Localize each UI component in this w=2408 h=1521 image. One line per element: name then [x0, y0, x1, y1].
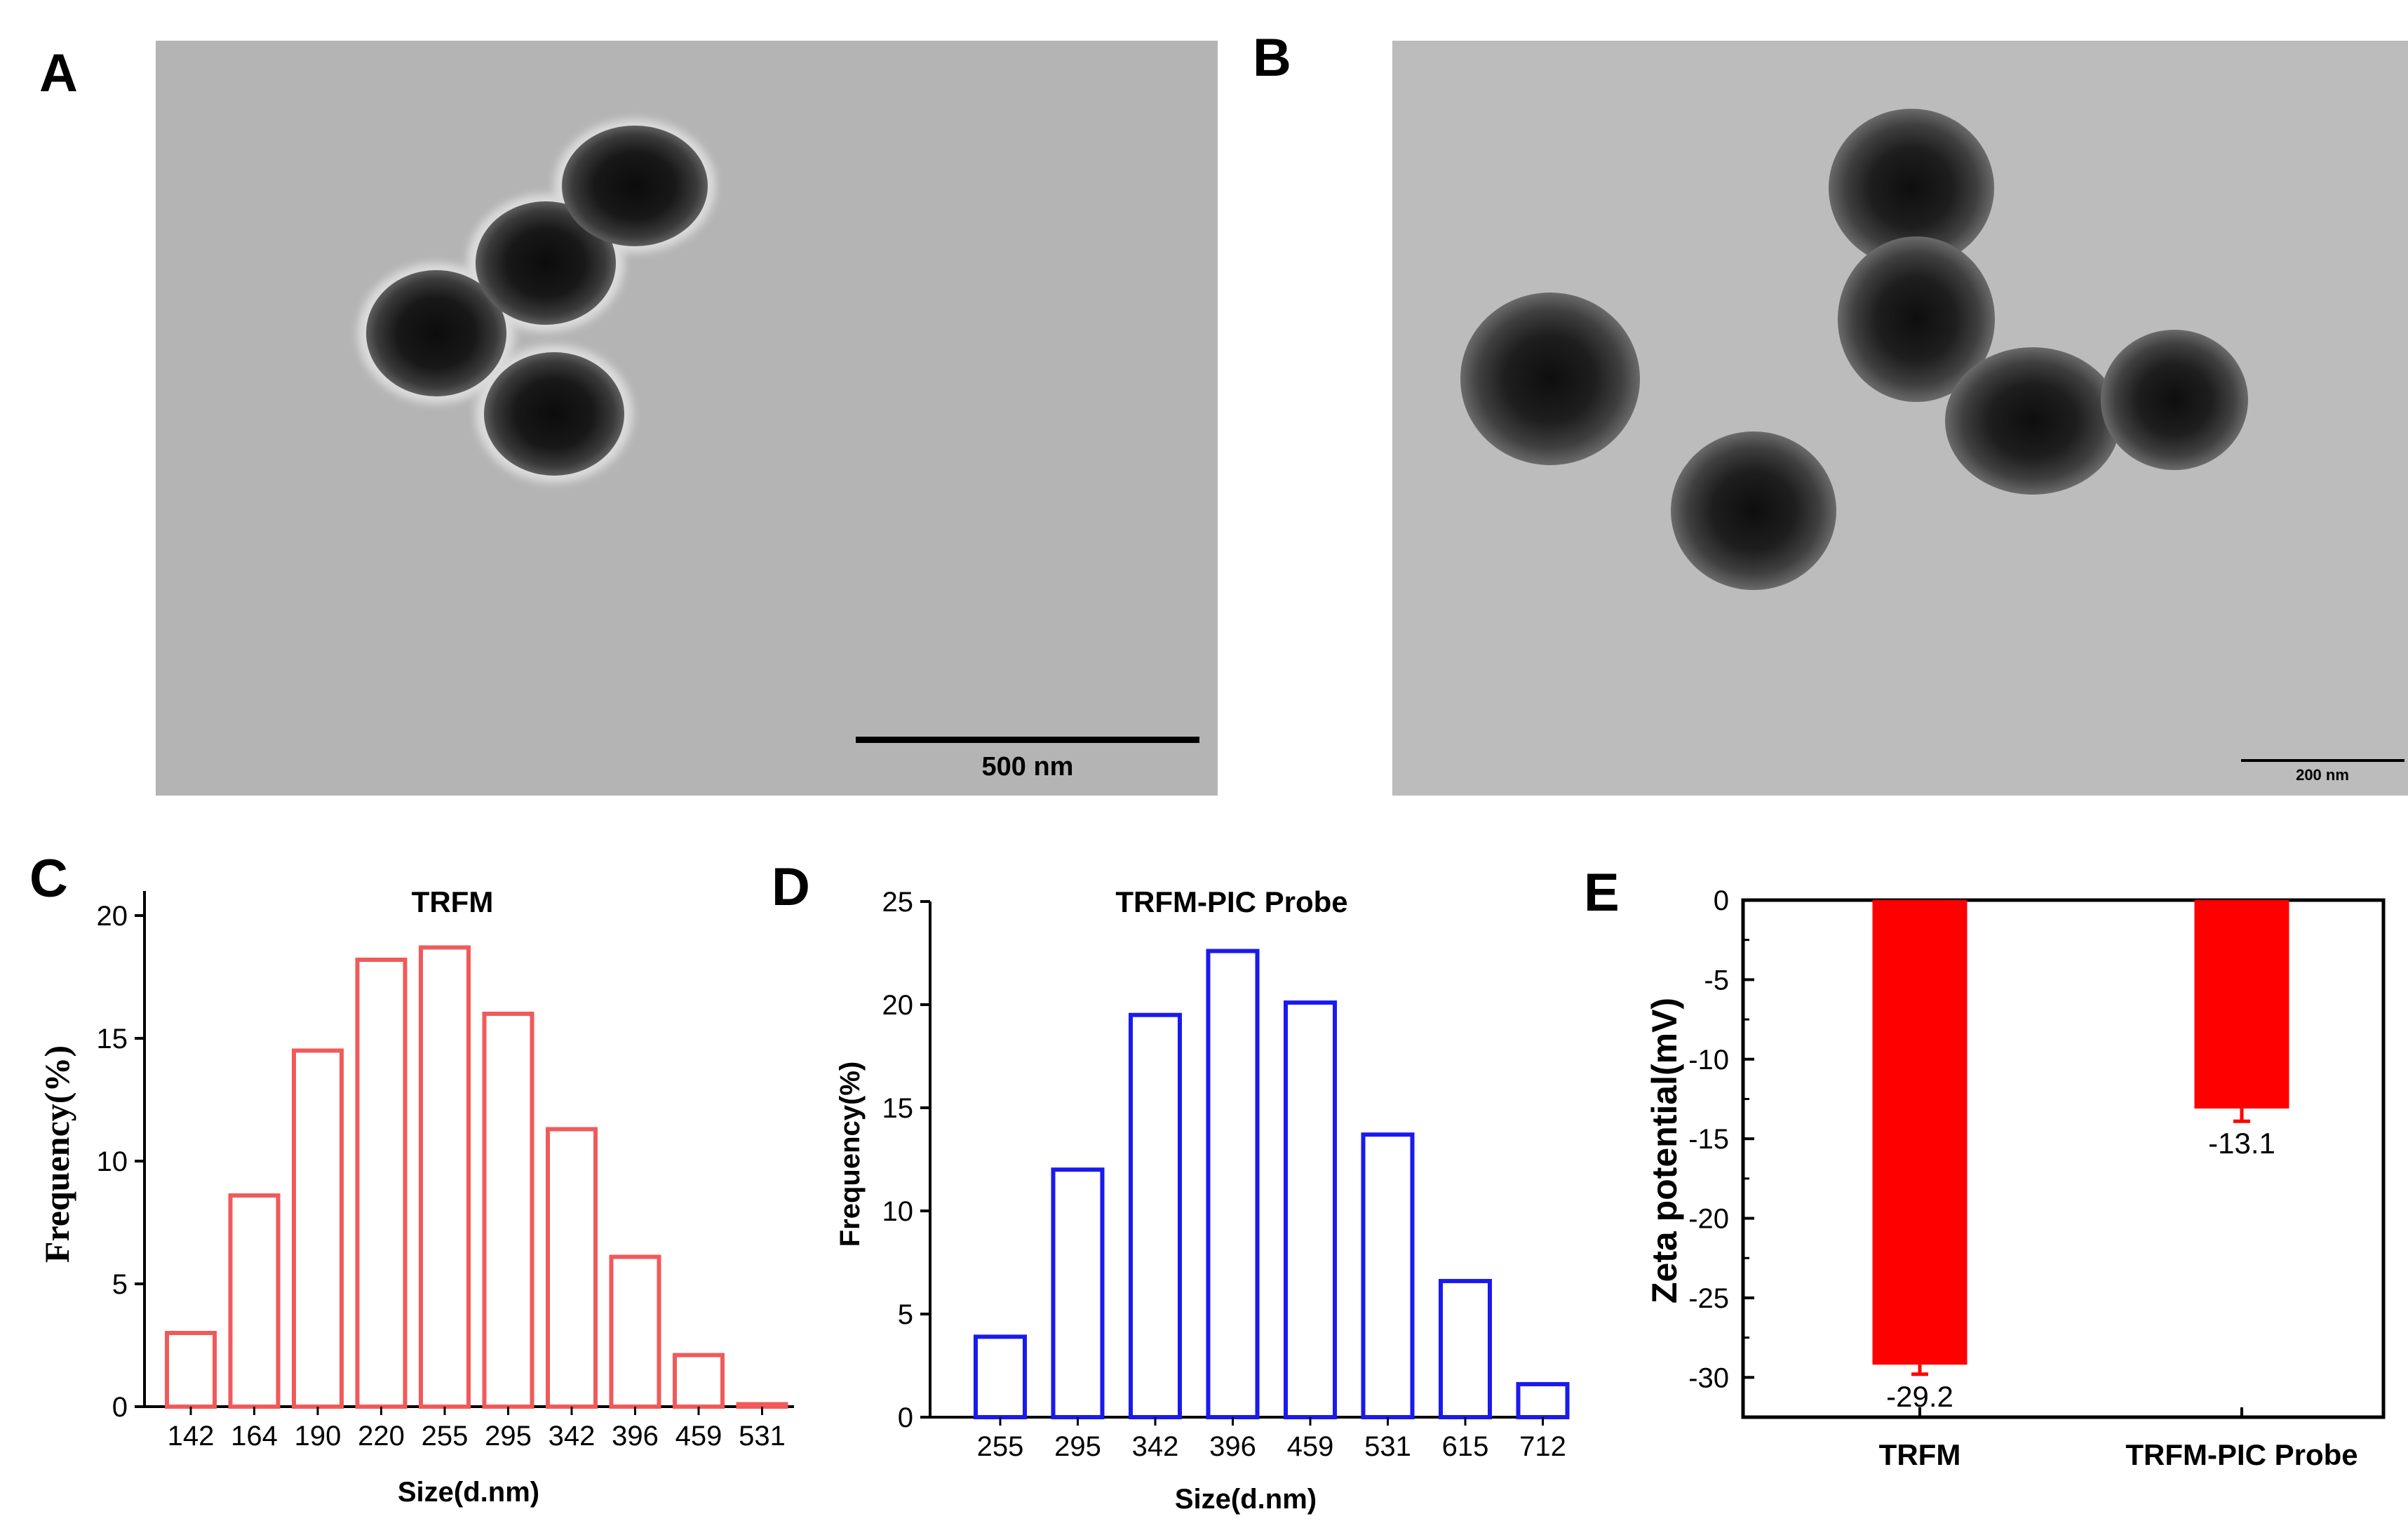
chart-d-x-tick-label: 255: [977, 1431, 1024, 1462]
chart-c-x-tick-label: 142: [168, 1421, 215, 1452]
chart-c-title: TRFM: [412, 885, 494, 918]
chart-d-y-tick-label: 5: [898, 1299, 913, 1330]
chart-e-x-tick-label: TRFM: [1879, 1438, 1961, 1471]
chart-e-frame: [1741, 898, 2386, 1419]
chart-c-x-tick-label: 295: [485, 1421, 532, 1452]
chart-e-data-label: -29.2: [1886, 1380, 1953, 1413]
chart-d-y-tick-label: 0: [898, 1402, 913, 1433]
chart-c-bar: [736, 1402, 788, 1409]
chart-d-x-tick-label: 295: [1054, 1431, 1101, 1462]
chart-d-bar: [1284, 1000, 1337, 1420]
chart-c-size-distribution: TRFM Size(d.nm) Frequency(%) 0 5 10 15 20 142…: [37, 885, 794, 1508]
chart-c-bar: [482, 1012, 534, 1409]
chart-c-x-tick-label: 459: [675, 1421, 722, 1452]
chart-c-x-tick-label: 531: [739, 1421, 786, 1452]
chart-e-ylabel: Zeta potential(mV): [1645, 998, 1684, 1304]
panel-label-a: A: [39, 43, 78, 103]
chart-c-bar: [673, 1353, 725, 1409]
chart-e-y-tick-label: -15: [1688, 1124, 1729, 1155]
chart-d-bar: [1129, 1012, 1182, 1419]
scale-bar-b: 200 nm: [2241, 759, 2404, 784]
chart-e-zeta-potential: Zeta potential(mV) 0 -5 -10 -15 -20 -25 -30 -29…: [1645, 885, 2386, 1471]
scale-bar-b-label: 200 nm: [2296, 766, 2349, 784]
chart-c-x-tick-label: 342: [549, 1421, 596, 1452]
chart-c-bar: [292, 1048, 344, 1409]
chart-c-y-tick-label: 20: [97, 901, 128, 932]
chart-e-y-tick-label: -5: [1704, 965, 1729, 996]
chart-d-x-tick-label: 712: [1519, 1431, 1566, 1462]
chart-e-y-tick-label: -10: [1688, 1045, 1729, 1076]
chart-d-y-tick-label: 10: [882, 1196, 914, 1227]
chart-d-y-tick-label: 20: [882, 990, 914, 1021]
chart-c-bar: [419, 945, 471, 1409]
chart-d-size-distribution: TRFM-PIC Probe Size(d.nm) Frequency(%) 0…: [835, 885, 1570, 1515]
tem-image-b: 200 nm: [1392, 41, 2408, 796]
chart-c-x-tick-label: 396: [612, 1421, 659, 1452]
panel-label-b: B: [1253, 28, 1291, 88]
chart-e-bar: [1872, 900, 1968, 1365]
scale-bar-a-label: 500 nm: [982, 752, 1074, 782]
tem-image-a: 500 nm: [156, 41, 1218, 796]
chart-d-x-tick-label: 531: [1364, 1431, 1411, 1462]
chart-d-bar: [1361, 1132, 1415, 1419]
chart-d-xlabel: Size(d.nm): [1175, 1484, 1317, 1515]
nanoparticle-cluster-b: [1460, 109, 2248, 590]
chart-d-bar: [974, 1334, 1027, 1419]
chart-e-y-tick-label: 0: [1714, 885, 1729, 916]
chart-c-xlabel: Size(d.nm): [398, 1477, 539, 1508]
chart-d-x-tick-label: 342: [1132, 1431, 1179, 1462]
chart-d-x-tick-label: 396: [1209, 1431, 1256, 1462]
chart-d-bar: [1206, 949, 1260, 1420]
chart-c-ylabel: Frequency(%): [37, 1045, 76, 1263]
chart-c-x-tick-label: 255: [422, 1421, 469, 1452]
chart-c-x-tick-label: 190: [295, 1421, 342, 1452]
chart-d-y-tick-label: 25: [882, 887, 914, 918]
chart-d-bar: [1516, 1381, 1570, 1419]
chart-e-y-tick-label: -30: [1688, 1362, 1729, 1393]
chart-d-bar: [1051, 1167, 1105, 1419]
nanoparticle-cluster-a: [358, 119, 715, 483]
chart-e-bar: [2194, 900, 2289, 1109]
chart-c-y-tick-label: 5: [112, 1269, 128, 1300]
panel-label-c: C: [29, 849, 68, 909]
chart-d-y-tick-label: 15: [882, 1093, 914, 1124]
chart-c-x-tick-label: 164: [231, 1421, 278, 1452]
chart-e-data-label: -13.1: [2208, 1127, 2275, 1160]
chart-d-ylabel: Frequency(%): [835, 1061, 866, 1247]
chart-c-y-tick-label: 10: [97, 1146, 128, 1177]
scale-bar-a: 500 nm: [856, 737, 1199, 782]
chart-c-x-tick-label: 220: [358, 1421, 405, 1452]
chart-d-x-tick-label: 459: [1287, 1431, 1334, 1462]
chart-c-y-tick-label: 15: [97, 1024, 128, 1054]
chart-c-bar: [228, 1193, 281, 1409]
panel-label-d: D: [772, 857, 810, 917]
chart-e-y-tick-label: -20: [1688, 1204, 1729, 1235]
panel-label-e: E: [1584, 863, 1620, 923]
chart-d-bar: [1439, 1278, 1492, 1419]
chart-c-bar: [546, 1127, 598, 1409]
chart-d-title: TRFM-PIC Probe: [1115, 885, 1347, 918]
chart-c-bar: [165, 1331, 217, 1409]
chart-c-y-tick-label: 0: [112, 1392, 128, 1423]
chart-e-y-tick-label: -25: [1688, 1283, 1729, 1314]
chart-d-x-tick-label: 615: [1442, 1431, 1489, 1462]
chart-c-bar: [609, 1254, 661, 1409]
chart-c-bar: [355, 958, 408, 1409]
chart-e-x-tick-label: TRFM-PIC Probe: [2125, 1438, 2357, 1471]
